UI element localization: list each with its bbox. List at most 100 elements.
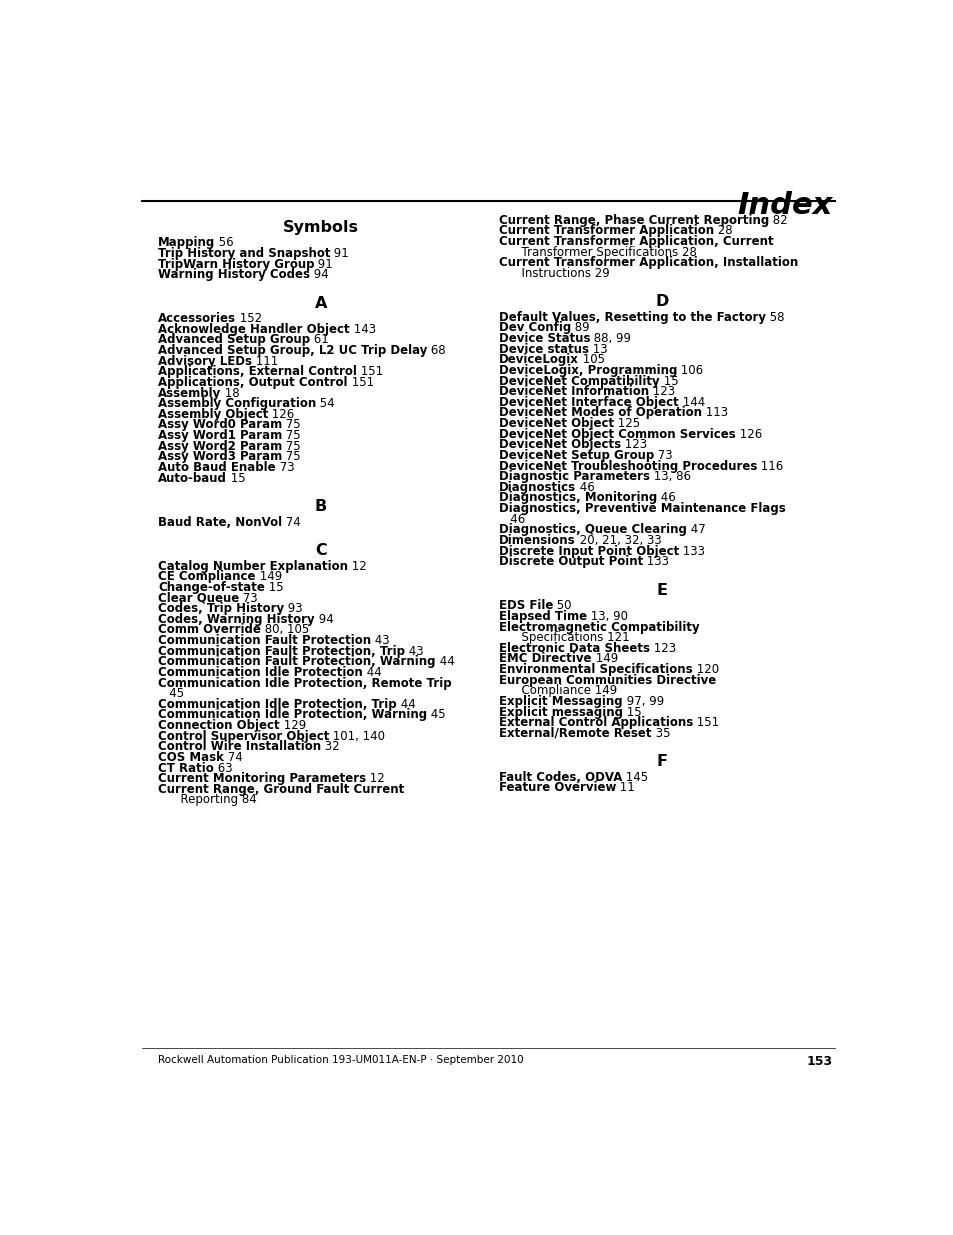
Text: Dev Config: Dev Config [498, 321, 571, 335]
Text: 46: 46 [576, 480, 595, 494]
Text: Symbols: Symbols [282, 220, 358, 235]
Text: Explicit Messaging: Explicit Messaging [498, 695, 622, 708]
Text: Diagnostics, Preventive Maintenance Flags: Diagnostics, Preventive Maintenance Flag… [498, 503, 785, 515]
Text: 75: 75 [282, 429, 300, 442]
Text: Baud Rate, NonVol: Baud Rate, NonVol [158, 516, 282, 529]
Text: 12: 12 [366, 772, 384, 785]
Text: 13, 90: 13, 90 [586, 610, 627, 622]
Text: 68: 68 [427, 345, 446, 357]
Text: 58: 58 [765, 311, 783, 324]
Text: 11: 11 [616, 782, 635, 794]
Text: 46: 46 [657, 492, 676, 504]
Text: 149: 149 [255, 571, 281, 583]
Text: 151: 151 [356, 366, 382, 378]
Text: 43: 43 [371, 634, 390, 647]
Text: 113: 113 [701, 406, 727, 420]
Text: 18: 18 [221, 387, 239, 400]
Text: 94: 94 [314, 613, 333, 626]
Text: Accessories: Accessories [158, 312, 235, 325]
Text: Assy Word1 Param: Assy Word1 Param [158, 429, 282, 442]
Text: 28: 28 [714, 225, 732, 237]
Text: Rockwell Automation Publication 193-UM011A-EN-P · September 2010: Rockwell Automation Publication 193-UM01… [158, 1055, 523, 1066]
Text: Communication Fault Protection: Communication Fault Protection [158, 634, 371, 647]
Text: B: B [314, 499, 327, 514]
Text: 74: 74 [282, 516, 300, 529]
Text: European Communities Directive: European Communities Directive [498, 673, 716, 687]
Text: 20, 21, 32, 33: 20, 21, 32, 33 [575, 534, 660, 547]
Text: 44: 44 [362, 666, 381, 679]
Text: 97, 99: 97, 99 [622, 695, 663, 708]
Text: Compliance 149: Compliance 149 [498, 684, 617, 698]
Text: 15: 15 [227, 472, 245, 484]
Text: Explicit messaging: Explicit messaging [498, 705, 622, 719]
Text: 73: 73 [239, 592, 257, 605]
Text: 101, 140: 101, 140 [329, 730, 385, 742]
Text: Communication Idle Protection, Remote Trip: Communication Idle Protection, Remote Tr… [158, 677, 451, 689]
Text: CE Compliance: CE Compliance [158, 571, 255, 583]
Text: Advanced Setup Group: Advanced Setup Group [158, 333, 310, 347]
Text: Communication Fault Protection, Trip: Communication Fault Protection, Trip [158, 645, 405, 658]
Text: CT Ratio: CT Ratio [158, 762, 213, 774]
Text: COS Mask: COS Mask [158, 751, 224, 764]
Text: Assy Word0 Param: Assy Word0 Param [158, 419, 282, 431]
Text: 46: 46 [498, 513, 525, 526]
Text: Elapsed Time: Elapsed Time [498, 610, 586, 622]
Text: DeviceNet Object Common Services: DeviceNet Object Common Services [498, 427, 735, 441]
Text: Current Transformer Application, Current: Current Transformer Application, Current [498, 235, 773, 248]
Text: 111: 111 [252, 354, 278, 368]
Text: E: E [656, 583, 666, 598]
Text: EDS File: EDS File [498, 599, 553, 613]
Text: 35: 35 [651, 726, 669, 740]
Text: Diagnostics: Diagnostics [498, 480, 576, 494]
Text: 153: 153 [805, 1055, 831, 1068]
Text: 93: 93 [284, 603, 302, 615]
Text: Control Wire Installation: Control Wire Installation [158, 740, 321, 753]
Text: 32: 32 [321, 740, 339, 753]
Text: 144: 144 [678, 396, 704, 409]
Text: Current Range, Ground Fault Current: Current Range, Ground Fault Current [158, 783, 404, 795]
Text: Assy Word2 Param: Assy Word2 Param [158, 440, 282, 453]
Text: TripWarn History Group: TripWarn History Group [158, 258, 314, 270]
Text: 133: 133 [679, 545, 704, 557]
Text: Advisory LEDs: Advisory LEDs [158, 354, 252, 368]
Text: Transformer Specifications 28: Transformer Specifications 28 [498, 246, 696, 258]
Text: Index: Index [737, 190, 831, 220]
Text: Environmental Specifications: Environmental Specifications [498, 663, 692, 676]
Text: Reporting 84: Reporting 84 [158, 793, 256, 806]
Text: DeviceNet Interface Object: DeviceNet Interface Object [498, 396, 678, 409]
Text: Instructions 29: Instructions 29 [498, 267, 609, 280]
Text: Specifications 121: Specifications 121 [498, 631, 629, 645]
Text: 116: 116 [757, 459, 782, 473]
Text: 126: 126 [735, 427, 761, 441]
Text: 43: 43 [405, 645, 423, 658]
Text: Discrete Input Point Object: Discrete Input Point Object [498, 545, 679, 557]
Text: 47: 47 [686, 524, 705, 536]
Text: Clear Queue: Clear Queue [158, 592, 239, 605]
Text: DeviceLogix, Programming: DeviceLogix, Programming [498, 364, 677, 377]
Text: Acknowledge Handler Object: Acknowledge Handler Object [158, 322, 349, 336]
Text: 123: 123 [648, 385, 675, 398]
Text: Diagnostics, Monitoring: Diagnostics, Monitoring [498, 492, 657, 504]
Text: DeviceNet Compatibility: DeviceNet Compatibility [498, 374, 659, 388]
Text: 56: 56 [215, 236, 233, 249]
Text: 151: 151 [347, 375, 374, 389]
Text: Trip History and Snapshot: Trip History and Snapshot [158, 247, 330, 259]
Text: Electronic Data Sheets: Electronic Data Sheets [498, 642, 649, 655]
Text: 106: 106 [677, 364, 702, 377]
Text: Auto Baud Enable: Auto Baud Enable [158, 461, 275, 474]
Text: 15: 15 [265, 580, 283, 594]
Text: Dimensions: Dimensions [498, 534, 575, 547]
Text: Assy Word3 Param: Assy Word3 Param [158, 451, 282, 463]
Text: DeviceNet Object: DeviceNet Object [498, 417, 614, 430]
Text: 91: 91 [314, 258, 333, 270]
Text: Advanced Setup Group, L2 UC Trip Delay: Advanced Setup Group, L2 UC Trip Delay [158, 345, 427, 357]
Text: F: F [656, 755, 666, 769]
Text: 91: 91 [330, 247, 349, 259]
Text: Feature Overview: Feature Overview [498, 782, 616, 794]
Text: DeviceNet Objects: DeviceNet Objects [498, 438, 620, 451]
Text: Fault Codes, ODVA: Fault Codes, ODVA [498, 771, 621, 784]
Text: Device status: Device status [498, 342, 588, 356]
Text: Control Supervisor Object: Control Supervisor Object [158, 730, 329, 742]
Text: 15: 15 [622, 705, 641, 719]
Text: Default Values, Resetting to the Factory: Default Values, Resetting to the Factory [498, 311, 765, 324]
